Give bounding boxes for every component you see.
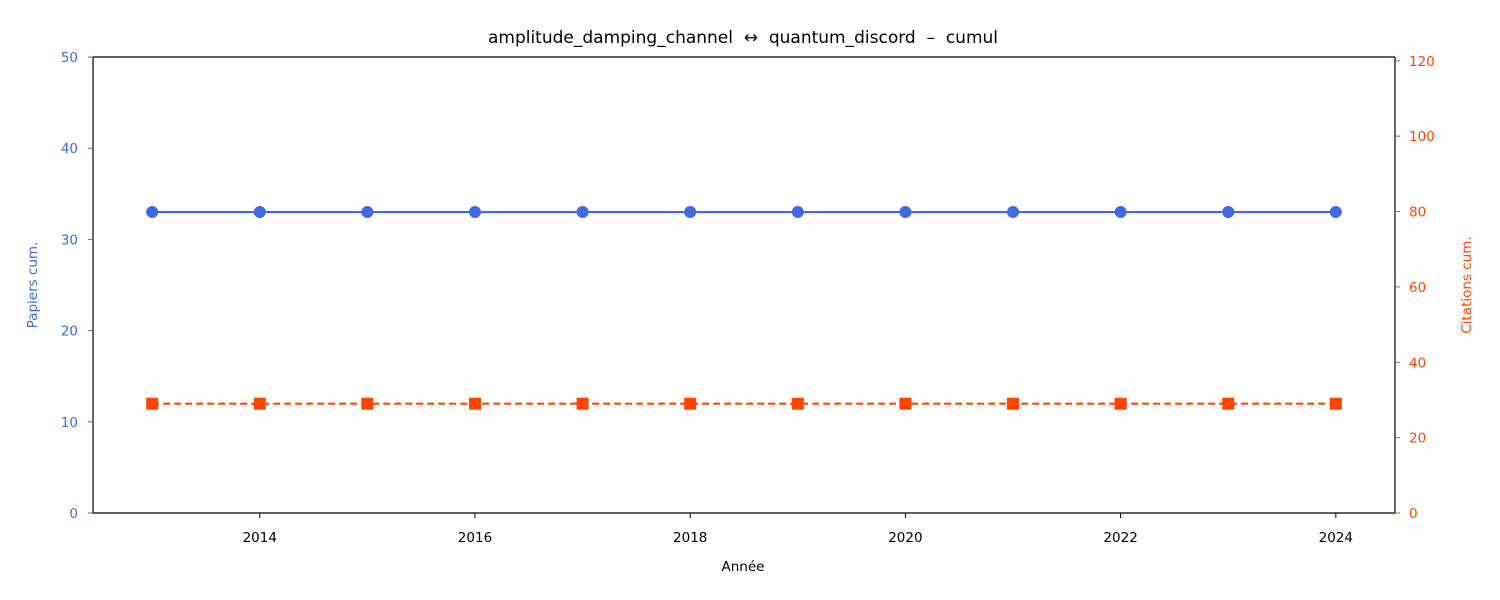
plot-area xyxy=(146,206,1342,410)
y-left-tick-label: 40 xyxy=(61,141,78,157)
series-1-point-2022 xyxy=(1114,206,1127,219)
x-tick-label: 2024 xyxy=(1319,530,1353,546)
series-1-point-2019 xyxy=(791,206,804,219)
x-tick-label: 2014 xyxy=(243,530,277,546)
series-2-point-2013 xyxy=(146,397,159,410)
series-1-point-2021 xyxy=(1007,206,1020,219)
y-left-tick-label: 30 xyxy=(61,232,78,248)
series-1-point-2020 xyxy=(899,206,912,219)
series-1-point-2015 xyxy=(361,206,374,219)
y-right-tick-label: 40 xyxy=(1409,355,1426,371)
y-right-tick-label: 20 xyxy=(1409,431,1426,447)
series-2-point-2021 xyxy=(1007,397,1020,410)
y-left-tick-label: 0 xyxy=(69,506,78,522)
series-2-point-2023 xyxy=(1222,397,1235,410)
y-left-tick-label: 10 xyxy=(61,415,78,431)
y-left-tick-label: 20 xyxy=(61,324,78,340)
x-tick-label: 2018 xyxy=(673,530,707,546)
y-axis-right-label: Citations cum. xyxy=(1459,236,1475,333)
series-2-point-2022 xyxy=(1114,397,1127,410)
x-tick-label: 2022 xyxy=(1103,530,1137,546)
y-left-tick-label: 50 xyxy=(61,50,78,66)
x-tick-label: 2016 xyxy=(458,530,492,546)
x-axis-label: Année xyxy=(722,559,765,575)
x-tick-label: 2020 xyxy=(888,530,922,546)
series-1-point-2018 xyxy=(684,206,697,219)
y-right-tick-label: 60 xyxy=(1409,280,1426,296)
series-1-point-2014 xyxy=(253,206,266,219)
series-2-point-2016 xyxy=(468,397,481,410)
series-1-point-2024 xyxy=(1329,206,1342,219)
series-2-point-2017 xyxy=(576,397,589,410)
y-right-tick-label: 80 xyxy=(1409,205,1426,221)
series-2-point-2015 xyxy=(361,397,374,410)
series-2-point-2024 xyxy=(1329,397,1342,410)
y-right-tick-label: 120 xyxy=(1409,54,1435,70)
series-2-point-2019 xyxy=(791,397,804,410)
chart-title: amplitude_damping_channel ↔ quantum_disc… xyxy=(488,28,998,48)
series-1-point-2013 xyxy=(146,206,159,219)
series-2-point-2020 xyxy=(899,397,912,410)
axes: 2014 2016 2018 2020 2022 2024 0 10 20 30 40 50 0 20 40… xyxy=(61,50,1435,546)
series-1-point-2016 xyxy=(468,206,481,219)
y-right-tick-label: 100 xyxy=(1409,129,1435,145)
series-1-point-2023 xyxy=(1222,206,1235,219)
series-2-point-2018 xyxy=(684,397,697,410)
series-2-point-2014 xyxy=(253,397,266,410)
y-right-tick-label: 0 xyxy=(1409,506,1418,522)
y-axis-left-label: Papiers cum. xyxy=(25,242,41,329)
series-1-point-2017 xyxy=(576,206,589,219)
